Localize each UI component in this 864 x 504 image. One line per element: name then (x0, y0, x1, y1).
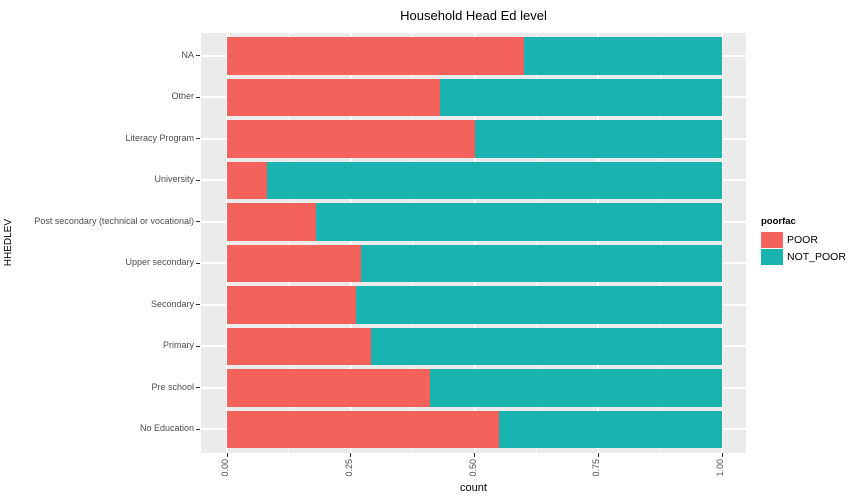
y-axis-tick (196, 221, 200, 223)
y-tick-label: Secondary (150, 298, 194, 309)
y-axis-tick (196, 55, 200, 57)
y-axis-tick (196, 304, 200, 306)
bar-row (227, 369, 722, 407)
chart-title: Household Head Ed level (400, 8, 547, 23)
bar-row (227, 410, 722, 448)
legend-swatch-poor (761, 232, 783, 248)
legend: poorfac POOR NOT_POOR (761, 216, 846, 266)
bar-segment-poor (227, 244, 361, 282)
y-tick-label: Primary (163, 340, 194, 351)
bar-segment-poor (227, 410, 500, 448)
y-axis-tick (196, 96, 200, 98)
bar-row (227, 120, 722, 158)
gridline-vertical-major (349, 33, 352, 453)
bar-row (227, 327, 722, 365)
y-axis-tick (196, 138, 200, 140)
bar-segment-not_poor (360, 244, 722, 282)
bar-segment-poor (227, 369, 430, 407)
x-axis-tick (474, 453, 475, 457)
legend-label: POOR (787, 234, 818, 246)
bar-row (227, 244, 722, 282)
gridline-vertical-minor (412, 33, 414, 453)
bar-segment-poor (227, 161, 267, 199)
legend-item: NOT_POOR (761, 249, 846, 265)
y-axis-tick (196, 345, 200, 347)
bar-segment-poor (227, 37, 524, 75)
legend-title: poorfac (761, 216, 796, 227)
y-axis-tick (196, 428, 200, 430)
bar-row (227, 286, 722, 324)
bar-segment-not_poor (474, 120, 722, 158)
x-tick-label: 0.25 (343, 459, 354, 477)
gridline-vertical-minor (659, 33, 661, 453)
y-tick-label: NA (181, 49, 194, 60)
bar-segment-poor (227, 78, 440, 116)
gridline-vertical-minor (288, 33, 290, 453)
bar-segment-not_poor (370, 327, 722, 365)
bar-segment-not_poor (266, 161, 722, 199)
x-tick-label: 0.00 (220, 459, 230, 477)
bar-segment-not_poor (429, 369, 722, 407)
gridline-vertical-major (597, 33, 600, 453)
y-tick-label: University (154, 174, 194, 185)
bar-segment-poor (227, 203, 317, 241)
bar-row (227, 37, 722, 75)
legend-items: POOR NOT_POOR (761, 232, 846, 265)
bar-segment-not_poor (439, 78, 722, 116)
gridline-vertical-major (226, 33, 228, 453)
y-axis-tick (196, 262, 200, 264)
bar-segment-poor (227, 327, 371, 365)
y-tick-label: No Education (139, 423, 194, 434)
legend-label: NOT_POOR (787, 251, 846, 263)
x-axis-title: count (460, 482, 487, 494)
y-tick-label: Literacy Program (125, 132, 194, 143)
bar-segment-poor (227, 286, 356, 324)
bar-row (227, 78, 722, 116)
x-tick-label: 0.75 (591, 459, 602, 477)
x-axis-tick (350, 453, 352, 457)
gridline-vertical-minor (535, 33, 537, 453)
y-axis-tick (196, 179, 200, 181)
bar-row (227, 161, 722, 199)
legend-swatch-not_poor (761, 249, 783, 265)
bar-segment-not_poor (355, 286, 722, 324)
bar-row (227, 203, 722, 241)
y-tick-label: Pre school (151, 381, 194, 392)
y-tick-label: Other (171, 91, 194, 102)
x-axis-tick (721, 453, 723, 457)
bar-segment-poor (227, 120, 475, 158)
y-tick-label: Post secondary (technical or vocational) (34, 215, 194, 226)
bar-segment-not_poor (524, 37, 722, 75)
plot-panel (201, 33, 746, 453)
y-axis-tick (196, 387, 200, 389)
x-tick-label: 0.50 (467, 459, 478, 477)
bar-segment-not_poor (499, 410, 722, 448)
x-axis-tick (226, 453, 228, 457)
legend-item: POOR (761, 232, 846, 248)
gridline-vertical-major (721, 33, 723, 453)
x-tick-label: 1.00 (715, 459, 725, 477)
x-axis-tick (597, 453, 599, 457)
bar-segment-not_poor (316, 203, 722, 241)
y-tick-label: Upper secondary (125, 257, 194, 268)
gridline-vertical-major (473, 33, 476, 453)
